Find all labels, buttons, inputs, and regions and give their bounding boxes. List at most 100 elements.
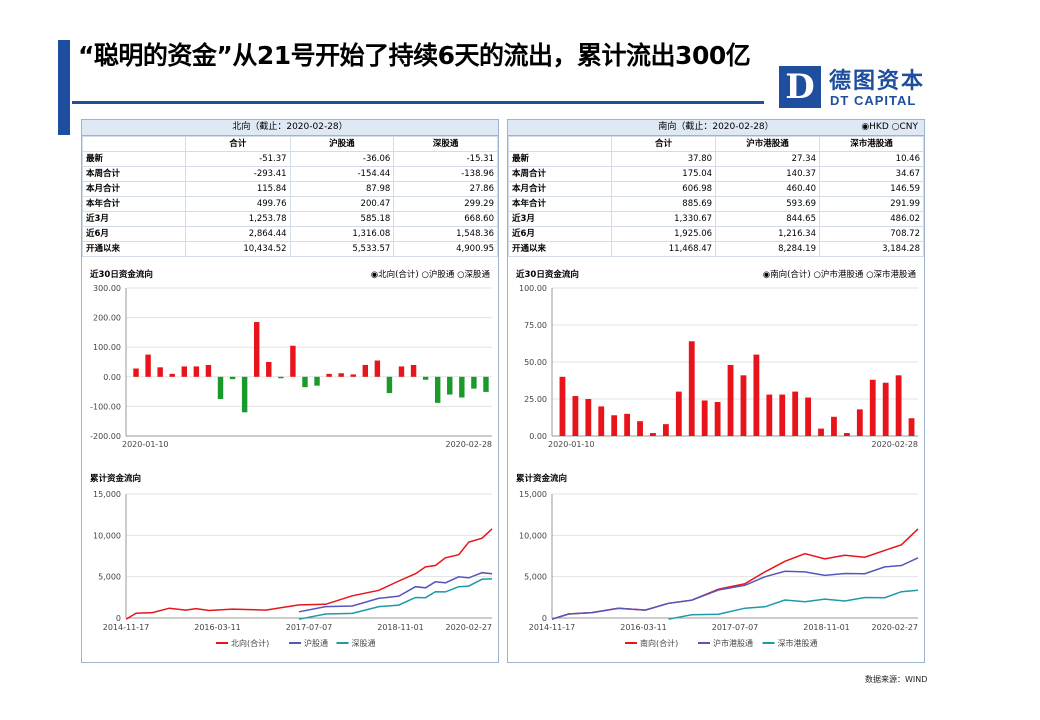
bar	[241, 376, 248, 413]
row-label: 本月合计	[508, 181, 612, 197]
south-table-header: 合计 沪市港股通 深市港股通	[508, 136, 924, 152]
table-cell: -51.37	[185, 151, 291, 167]
table-row: 本年合计 499.76 200.47 299.29	[81, 196, 498, 212]
row-label: 最新	[81, 151, 187, 167]
table-row: 本月合计 115.84 87.98 27.86	[81, 181, 498, 197]
table-cell: 1,216.34	[715, 226, 820, 242]
table-row: 开通以来 10,434.52 5,533.57 4,900.95	[81, 241, 498, 257]
table-cell: 1,330.67	[610, 211, 717, 227]
x-tick-label: 2020-02-28	[872, 440, 919, 449]
table-cell: -154.44	[289, 166, 395, 182]
north-flow-chart: 300.00200.00100.000.00-100.00-200.002020…	[90, 284, 493, 449]
bar	[483, 376, 489, 392]
row-label: 本年合计	[81, 196, 187, 212]
south-summary-table: 合计 沪市港股通 深市港股通 最新 37.80 27.34 10.46 本周合计 175.04 1…	[508, 136, 924, 257]
table-row: 本年合计 885.69 593.69 291.99	[508, 196, 924, 212]
table-cell: 11,468.47	[610, 241, 717, 257]
table-cell: 1,253.78	[185, 211, 291, 227]
south-flow-options[interactable]: ◉南向(合计) ○沪市港股通 ○深市港股通	[762, 270, 916, 280]
y-tick-label: 0.00	[103, 373, 121, 382]
legend-label: 深市港股通	[778, 638, 818, 648]
bar	[714, 401, 721, 436]
bar	[302, 376, 308, 388]
bar	[205, 364, 212, 377]
bar	[362, 364, 369, 377]
bar	[598, 406, 605, 436]
bar	[701, 400, 708, 436]
bar	[805, 397, 812, 436]
logo-chinese-name: 德图资本	[829, 69, 926, 94]
logo-english-name: DT CAPITAL	[830, 93, 917, 108]
row-label: 近3月	[508, 211, 612, 227]
x-tick-label: 2020-02-28	[446, 440, 493, 449]
row-label: 本年合计	[508, 196, 612, 212]
table-row: 本周合计 175.04 140.37 34.67	[508, 166, 924, 182]
bar	[229, 376, 236, 380]
table-cell: 27.34	[715, 151, 820, 167]
y-tick-label: 0	[542, 614, 547, 623]
bar	[831, 416, 837, 436]
bar	[662, 424, 669, 436]
bar	[895, 375, 902, 436]
y-tick-label: 75.00	[524, 321, 547, 330]
y-tick-label: 25.00	[524, 395, 547, 404]
bar	[637, 421, 643, 436]
bar	[843, 433, 850, 436]
column-header: 沪股通	[289, 136, 395, 152]
bar	[869, 379, 876, 436]
y-tick-label: 200.00	[93, 314, 121, 323]
x-tick-label: 2018-11-01	[377, 623, 424, 632]
y-tick-label: 0.00	[529, 432, 547, 441]
currency-toggle[interactable]: ◉HKD ○CNY	[861, 122, 918, 132]
bar	[434, 376, 441, 403]
table-row: 近6月 1,925.06 1,216.34 708.72	[508, 226, 924, 242]
x-tick-label: 2020-02-27	[446, 623, 493, 632]
table-cell: 8,284.19	[715, 241, 820, 257]
bar	[471, 376, 477, 389]
bar	[410, 364, 417, 377]
row-label: 近3月	[81, 211, 187, 227]
table-cell: 87.98	[289, 181, 395, 197]
x-tick-label: 2017-07-07	[712, 623, 759, 632]
header-blank	[508, 136, 612, 152]
table-cell: 10,434.52	[185, 241, 291, 257]
north-flow-options[interactable]: ◉北向(合计) ○沪股通 ○深股通	[370, 270, 490, 280]
legend-label: 沪股通	[304, 638, 328, 648]
x-tick-label: 2018-11-01	[803, 623, 850, 632]
table-cell: 1,548.36	[393, 226, 498, 242]
table-cell: 585.18	[289, 211, 395, 227]
series-line	[125, 528, 493, 620]
bar	[882, 382, 889, 436]
bar	[740, 375, 747, 436]
bar	[253, 322, 260, 377]
row-label: 开通以来	[81, 241, 187, 257]
bar	[792, 391, 799, 436]
bar	[181, 366, 188, 377]
x-tick-label: 2016-03-11	[620, 623, 667, 632]
north-summary-table: 合计 沪股通 深股通 最新 -51.37 -36.06 -15.31 本周合计 -293.41-…	[81, 136, 498, 257]
bar	[727, 364, 734, 436]
bar	[422, 376, 429, 380]
south-cum-title: 累计资金流向	[516, 474, 568, 484]
table-cell: 844.65	[715, 211, 820, 227]
table-cell: -138.96	[393, 166, 498, 182]
column-header: 合计	[185, 136, 291, 152]
bar	[766, 394, 773, 436]
x-tick-label: 2016-03-11	[194, 623, 241, 632]
page-title: “聪明的资金”从21号开始了持续6天的流出，累计流出300亿	[78, 41, 751, 70]
table-cell: 3,184.28	[819, 241, 924, 257]
bar	[650, 433, 656, 436]
table-cell: 299.29	[393, 196, 498, 212]
bar	[688, 341, 695, 436]
x-tick-label: 2017-07-07	[286, 623, 333, 632]
north-panel-header: 北向（截止：2020-02-28）	[82, 120, 498, 136]
y-tick-label: 100.00	[519, 284, 547, 293]
table-cell: 2,864.44	[185, 226, 291, 242]
bar	[779, 394, 786, 436]
bar	[572, 396, 579, 436]
bar	[374, 360, 381, 377]
company-logo: D 德图资本 DT CAPITAL	[779, 66, 939, 112]
table-row: 最新 -51.37 -36.06 -15.31	[81, 151, 498, 167]
